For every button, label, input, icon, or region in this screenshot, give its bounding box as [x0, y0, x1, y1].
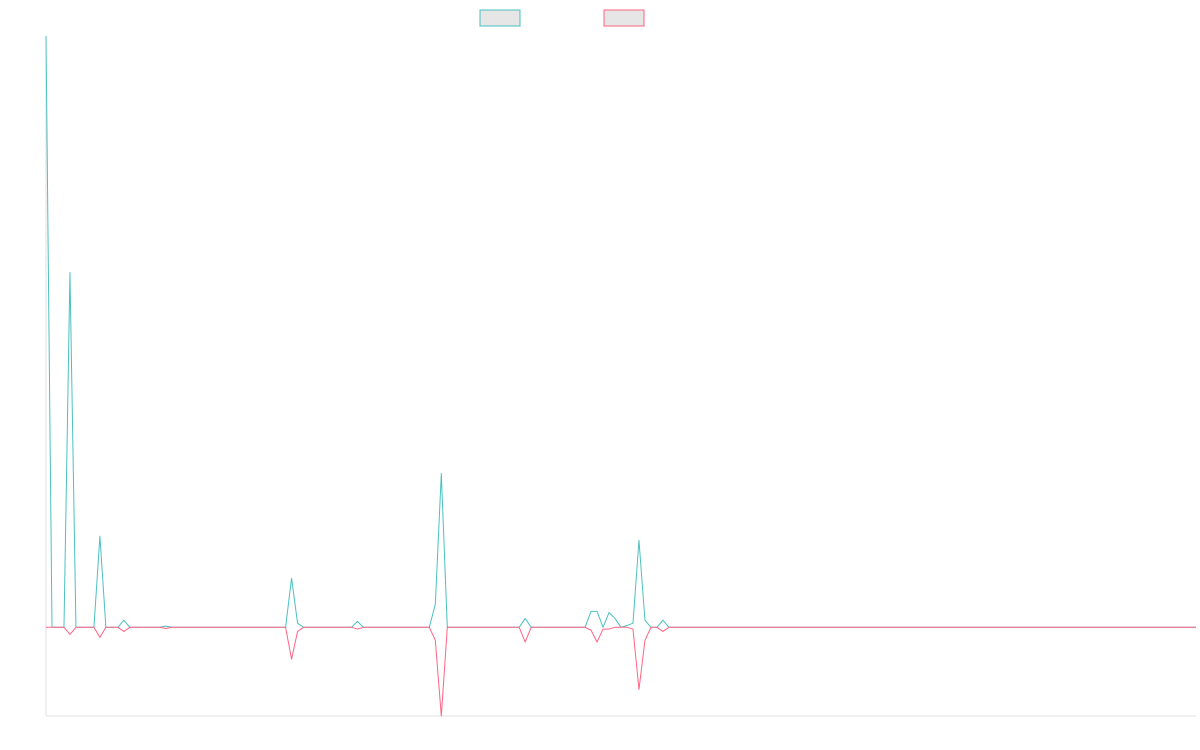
- legend-swatch: [479, 9, 521, 27]
- legend-swatch: [603, 9, 645, 27]
- series-line: [45, 35, 1196, 628]
- series-line: [46, 626, 1196, 717]
